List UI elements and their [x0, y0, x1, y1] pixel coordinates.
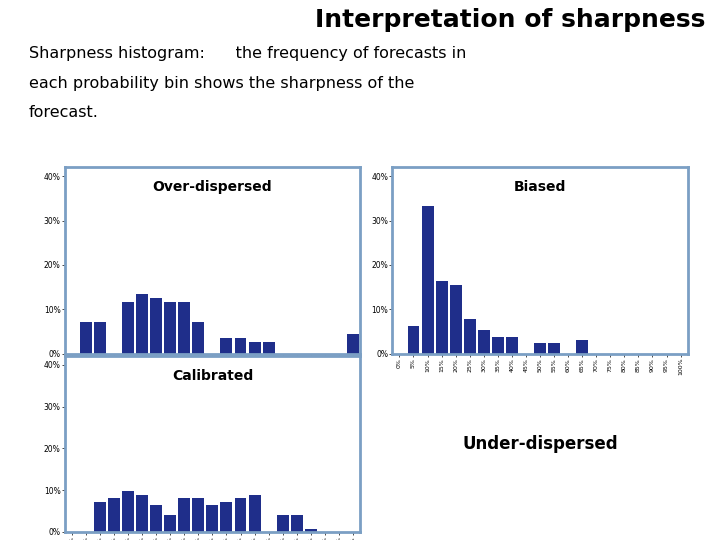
Bar: [80, 322, 92, 354]
Bar: [347, 334, 359, 354]
Text: Sharpness histogram:      the frequency of forecasts in: Sharpness histogram: the frequency of fo…: [29, 46, 466, 61]
Bar: [122, 491, 134, 532]
Bar: [576, 340, 588, 354]
Bar: [478, 329, 490, 354]
Bar: [534, 343, 546, 354]
Bar: [422, 206, 433, 354]
Bar: [263, 342, 274, 354]
Bar: [436, 281, 448, 354]
Bar: [464, 319, 476, 354]
Bar: [94, 322, 106, 354]
Bar: [179, 498, 190, 532]
Bar: [207, 505, 218, 532]
Bar: [150, 505, 162, 532]
Bar: [179, 302, 190, 354]
Text: forecast.: forecast.: [29, 105, 99, 120]
Bar: [220, 502, 233, 532]
Bar: [94, 502, 106, 532]
Bar: [548, 343, 560, 354]
Bar: [192, 322, 204, 354]
Bar: [164, 302, 176, 354]
Bar: [291, 515, 302, 532]
Bar: [136, 495, 148, 532]
Bar: [122, 302, 134, 354]
Text: Interpretation of sharpness: Interpretation of sharpness: [315, 8, 706, 32]
Bar: [150, 298, 162, 354]
Bar: [492, 336, 504, 354]
Bar: [248, 342, 261, 354]
Bar: [305, 529, 317, 532]
Text: Under-dispersed: Under-dispersed: [462, 435, 618, 453]
Bar: [235, 338, 246, 354]
Bar: [108, 498, 120, 532]
Bar: [506, 336, 518, 354]
Bar: [276, 515, 289, 532]
Bar: [220, 338, 233, 354]
Text: Calibrated: Calibrated: [172, 369, 253, 383]
Text: Biased: Biased: [514, 180, 566, 194]
Bar: [450, 285, 462, 354]
Text: each probability bin shows the sharpness of the: each probability bin shows the sharpness…: [29, 76, 414, 91]
Bar: [408, 326, 420, 354]
Bar: [248, 495, 261, 532]
Bar: [235, 498, 246, 532]
Bar: [192, 498, 204, 532]
Bar: [164, 515, 176, 532]
Text: Over-dispersed: Over-dispersed: [153, 180, 272, 194]
Bar: [136, 294, 148, 354]
